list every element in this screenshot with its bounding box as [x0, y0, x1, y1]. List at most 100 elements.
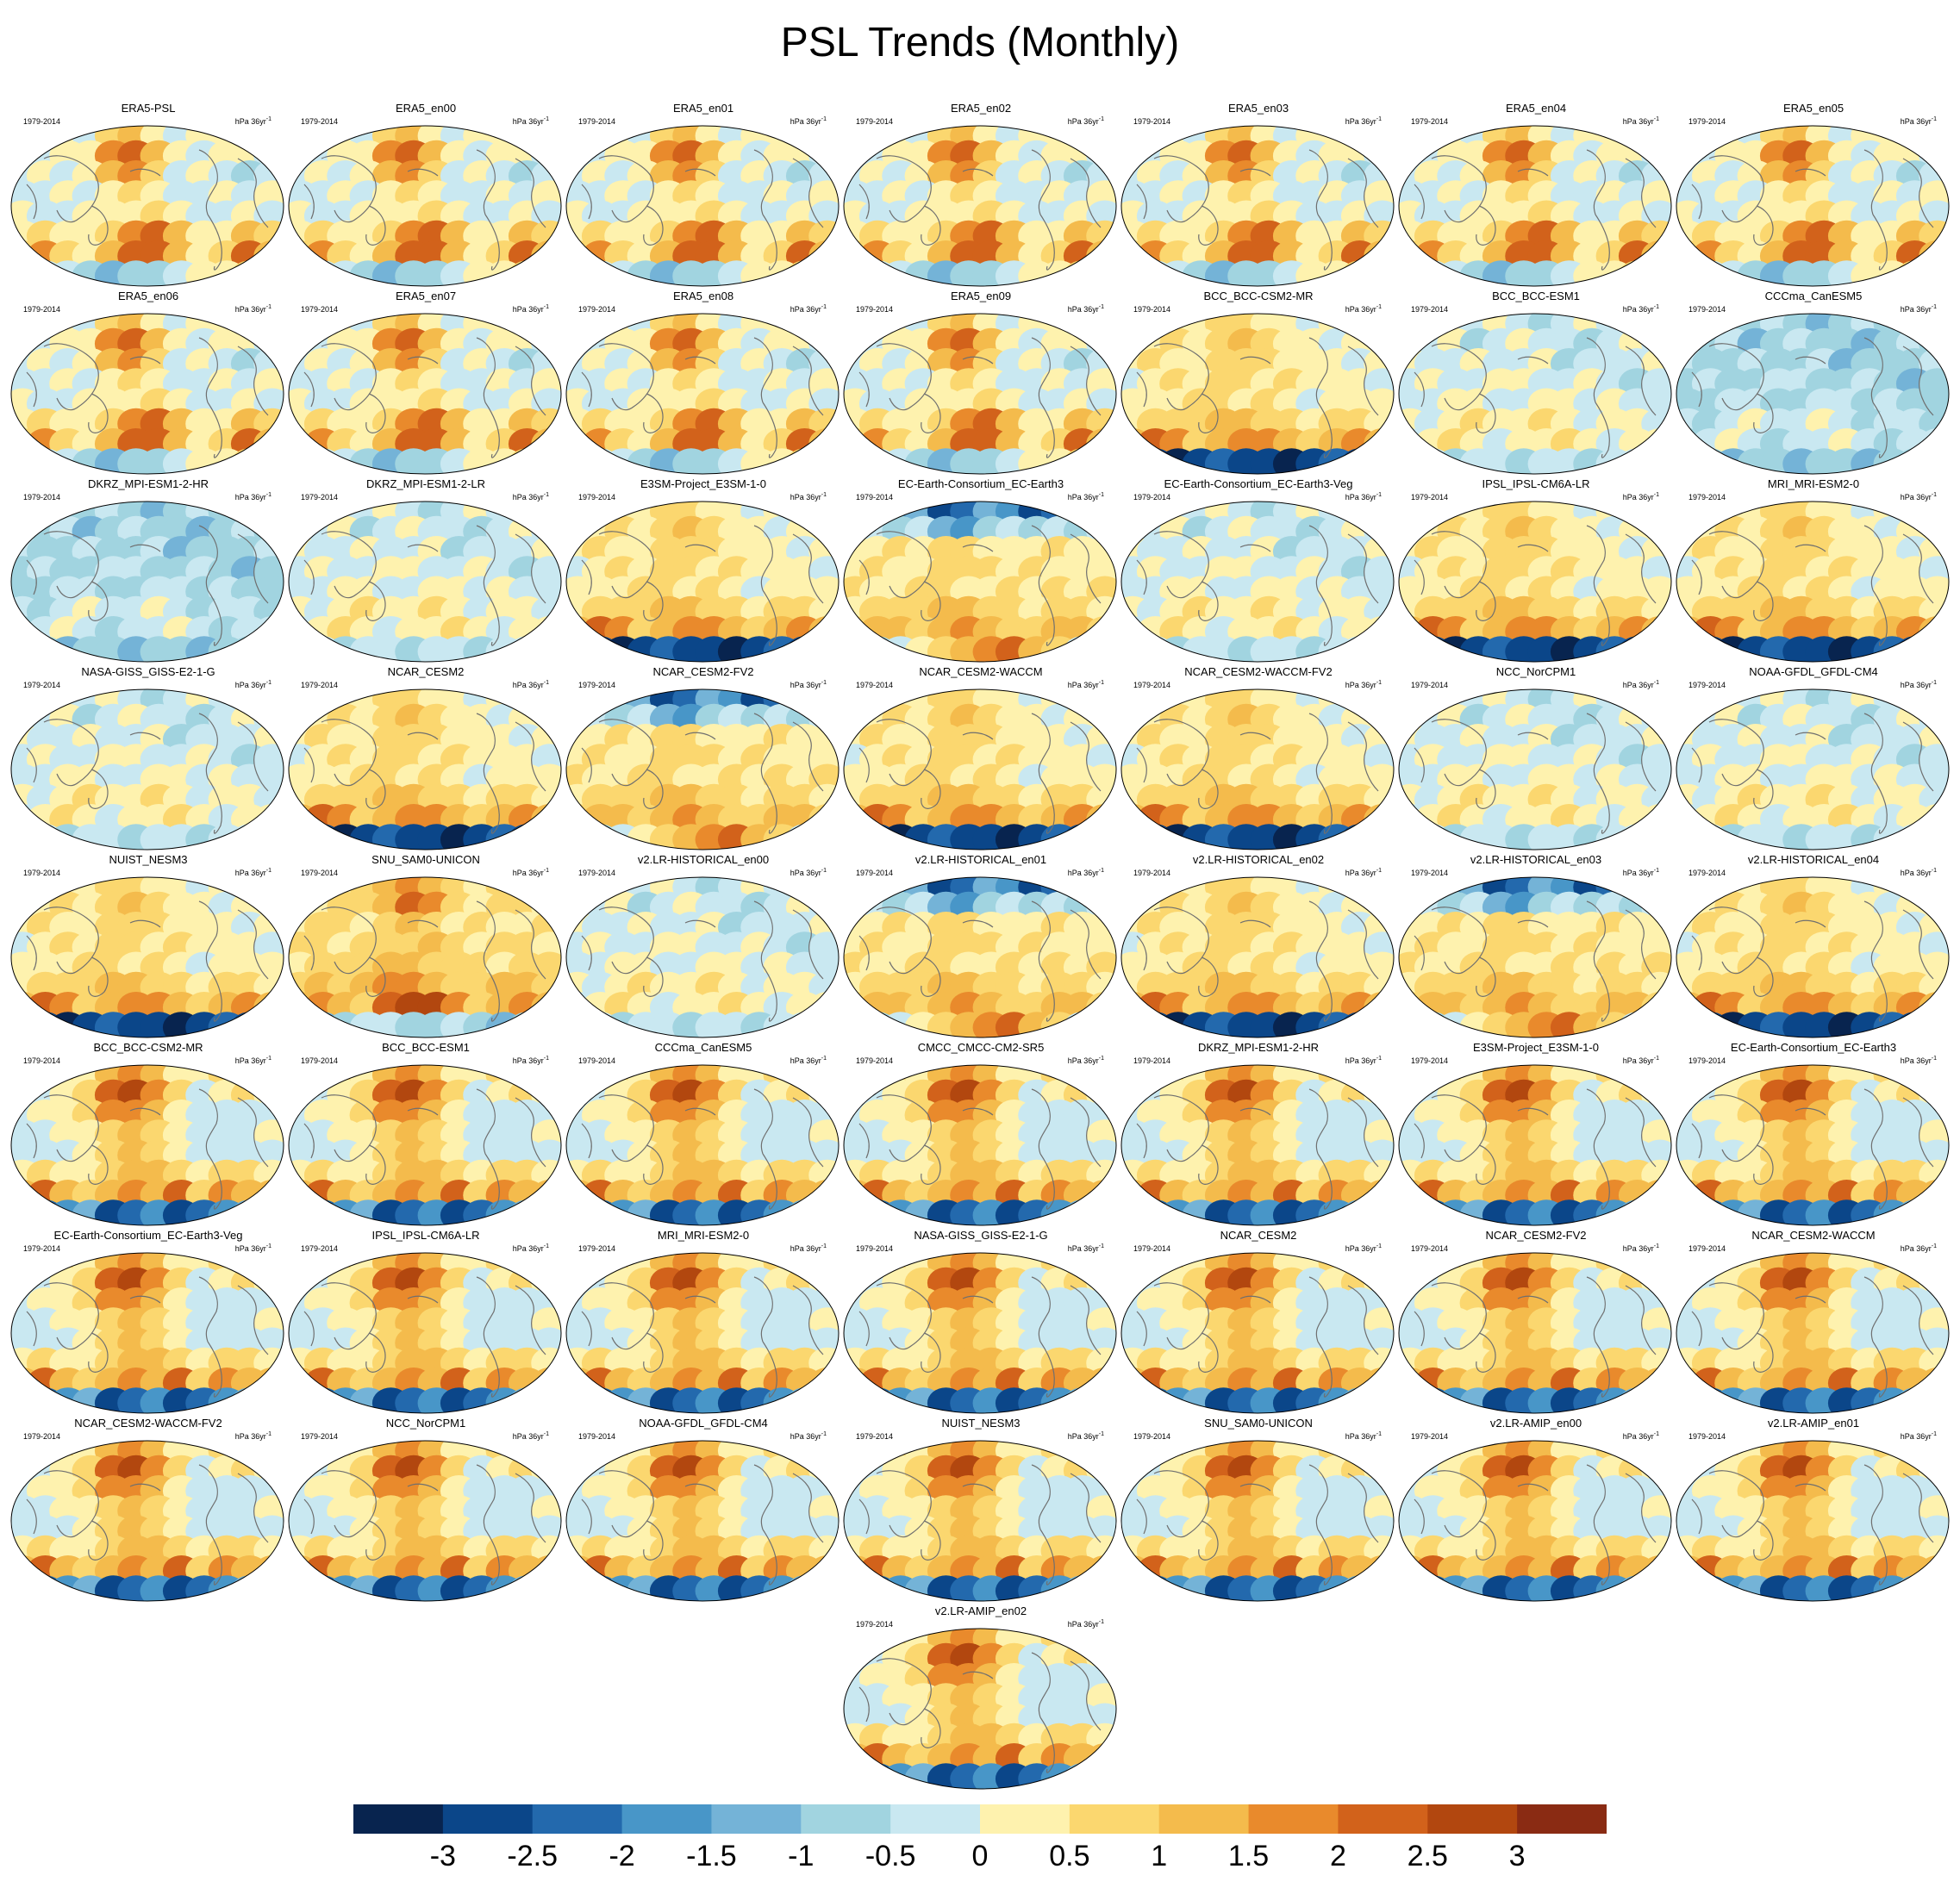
- panel-units: hPa 36yr-1: [790, 490, 827, 502]
- panel-period: 1979-2014: [23, 305, 61, 314]
- coastline: [1136, 371, 1147, 408]
- panel-title: EC-Earth-Consortium_EC-Earth3-Veg: [1164, 477, 1353, 490]
- units-exponent: -1: [265, 868, 272, 874]
- coastline: [1039, 965, 1055, 1022]
- trend-cell: [1399, 502, 1429, 527]
- trend-cell: [11, 126, 41, 152]
- panel-title: MRI_MRI-ESM2-0: [1767, 477, 1860, 490]
- trend-cell: [1121, 260, 1152, 286]
- coastline: [1902, 346, 1934, 416]
- trend-map: [1398, 688, 1672, 850]
- trend-cell: [1121, 1012, 1152, 1037]
- units-exponent: -1: [1931, 1056, 1937, 1062]
- map-panel: E3SM-Project_E3SM-1-0 1979-2014 hPa 36yr-1: [565, 477, 842, 663]
- trend-map: [10, 501, 284, 663]
- trend-map: [565, 313, 840, 475]
- trend-cell: [289, 1387, 319, 1413]
- trend-cell: [808, 126, 839, 152]
- coastline: [598, 343, 654, 411]
- trend-map: [843, 125, 1117, 287]
- map-outline: [1676, 688, 1950, 850]
- trend-cell: [1919, 636, 1949, 662]
- coastline: [1347, 721, 1379, 792]
- coastline: [1431, 531, 1487, 599]
- trend-cell: [289, 260, 319, 286]
- units-base: hPa 36yr: [790, 493, 821, 502]
- trend-map: [843, 501, 1117, 663]
- trend-cell: [1121, 1199, 1152, 1225]
- coastline: [1517, 544, 1549, 552]
- trend-cell: [808, 1387, 839, 1413]
- coastline: [1414, 559, 1425, 595]
- units-base: hPa 36yr: [1345, 117, 1376, 126]
- coastline: [26, 935, 37, 971]
- coastline: [407, 356, 439, 364]
- units-exponent: -1: [265, 492, 272, 498]
- trend-cell: [1399, 448, 1429, 474]
- panel-title: EC-Earth-Consortium_EC-Earth3: [1730, 1041, 1897, 1054]
- trend-cell: [1399, 314, 1429, 340]
- units-base: hPa 36yr: [1345, 681, 1376, 689]
- coastline: [581, 371, 592, 408]
- panel-title: ERA5_en05: [1782, 102, 1845, 115]
- trend-map: [288, 1252, 562, 1414]
- trend-cell: [1364, 636, 1394, 662]
- coastline: [1625, 909, 1657, 980]
- trend-cell: [531, 502, 561, 527]
- coastline: [1708, 155, 1764, 223]
- trend-cell: [531, 126, 561, 152]
- trend-map: [1398, 125, 1672, 287]
- trend-cell: [1399, 636, 1429, 662]
- coastline: [1031, 149, 1051, 215]
- trend-map: [10, 876, 284, 1038]
- map-panel: ERA5_en06 1979-2014 hPa 36yr-1: [9, 290, 287, 475]
- map-panel: EC-Earth-Consortium_EC-Earth3-Veg 1979-20…: [9, 1229, 287, 1414]
- trend-cell: [253, 689, 284, 715]
- map-outline: [288, 876, 562, 1038]
- coastline: [198, 149, 218, 215]
- trend-cell: [1086, 1065, 1116, 1091]
- map-outline: [10, 501, 284, 663]
- trend-cell: [566, 1012, 596, 1037]
- map-panel: v2.LR-HISTORICAL_en01 1979-2014 hPa 36yr-1: [842, 853, 1120, 1038]
- trend-map: [1398, 876, 1672, 1038]
- panel-period: 1979-2014: [1688, 493, 1726, 502]
- panel-title: SNU_SAM0-UNICON: [371, 853, 480, 866]
- panel-period: 1979-2014: [1411, 493, 1449, 502]
- coastline: [1476, 769, 1496, 809]
- coastline: [1317, 214, 1333, 271]
- panel-units: hPa 36yr-1: [235, 866, 272, 878]
- coastline: [1795, 544, 1826, 552]
- coastline: [753, 713, 773, 779]
- trend-cell: [844, 1199, 874, 1225]
- coastline: [321, 907, 377, 975]
- coastline: [207, 777, 222, 834]
- trend-cell: [1364, 824, 1394, 850]
- coastline: [26, 559, 37, 595]
- trend-cell: [1121, 636, 1152, 662]
- coastline: [858, 559, 870, 595]
- panel-units: hPa 36yr-1: [513, 115, 549, 127]
- coastline: [484, 402, 500, 458]
- map-panel: ERA5-PSL 1979-2014 hPa 36yr-1: [9, 102, 287, 287]
- units-exponent: -1: [1376, 680, 1382, 686]
- trend-cell: [1086, 636, 1116, 662]
- units-exponent: -1: [1376, 304, 1382, 310]
- trend-cell: [1121, 448, 1152, 474]
- panel-period: 1979-2014: [578, 681, 616, 689]
- coastline: [921, 205, 941, 246]
- coastline: [129, 544, 161, 552]
- panel-units: hPa 36yr-1: [235, 115, 272, 127]
- trend-cell: [11, 636, 41, 662]
- coastline: [792, 533, 824, 604]
- map-outline: [1120, 501, 1395, 663]
- coastline: [1198, 956, 1219, 997]
- trend-cell: [531, 260, 561, 286]
- map-outline: [1120, 876, 1395, 1038]
- trend-cell: [1676, 448, 1707, 474]
- trend-cell: [1121, 689, 1152, 715]
- coastline: [1308, 337, 1328, 403]
- panel-units: hPa 36yr-1: [1901, 115, 1937, 127]
- units-exponent: -1: [1931, 868, 1937, 874]
- trend-map: [1120, 876, 1395, 1038]
